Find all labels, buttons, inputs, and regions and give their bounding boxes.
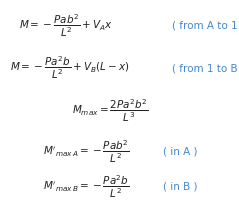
Text: $M'_{max\,A} = -\dfrac{Pab^2}{L^2}$: $M'_{max\,A} = -\dfrac{Pab^2}{L^2}$ — [43, 137, 130, 164]
Text: $M = -\dfrac{Pab^2}{L^2} + V_A x$: $M = -\dfrac{Pab^2}{L^2} + V_A x$ — [19, 12, 113, 39]
Text: ( in B ): ( in B ) — [163, 181, 197, 191]
Text: ( in A ): ( in A ) — [163, 145, 197, 156]
Text: $M = -\dfrac{Pa^2b}{L^2} + V_B(L - x)$: $M = -\dfrac{Pa^2b}{L^2} + V_B(L - x)$ — [10, 54, 129, 81]
Text: $M'_{max\,B} = -\dfrac{Pa^2b}{L^2}$: $M'_{max\,B} = -\dfrac{Pa^2b}{L^2}$ — [43, 173, 130, 199]
Text: $M_{max} = \dfrac{2Pa^2b^2}{L^3}$: $M_{max} = \dfrac{2Pa^2b^2}{L^3}$ — [72, 97, 148, 123]
Text: ( from 1 to B ): ( from 1 to B ) — [172, 63, 239, 73]
Text: ( from A to 1 ): ( from A to 1 ) — [172, 20, 239, 30]
